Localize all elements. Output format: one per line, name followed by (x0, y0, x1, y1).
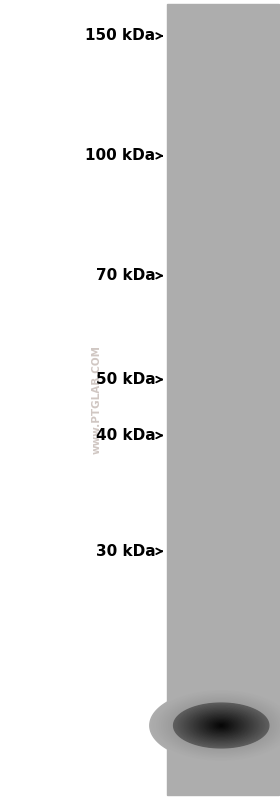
Polygon shape (207, 719, 235, 732)
Polygon shape (188, 711, 255, 740)
Polygon shape (181, 706, 262, 745)
Polygon shape (177, 705, 265, 746)
Text: 30 kDa: 30 kDa (96, 544, 155, 559)
Polygon shape (194, 713, 249, 738)
Polygon shape (190, 711, 252, 740)
Polygon shape (169, 701, 274, 750)
Polygon shape (193, 714, 250, 737)
Polygon shape (202, 717, 240, 734)
Polygon shape (187, 710, 256, 741)
Text: 150 kDa: 150 kDa (85, 29, 155, 43)
Polygon shape (152, 691, 280, 760)
Polygon shape (171, 702, 271, 749)
Polygon shape (183, 708, 259, 743)
Bar (167, 4, 279, 795)
Polygon shape (182, 707, 260, 744)
Polygon shape (176, 704, 267, 747)
Polygon shape (209, 720, 233, 731)
Polygon shape (193, 712, 250, 739)
Polygon shape (206, 718, 237, 733)
Text: 40 kDa: 40 kDa (96, 428, 155, 443)
Polygon shape (195, 714, 248, 737)
Polygon shape (189, 710, 253, 741)
Text: 100 kDa: 100 kDa (85, 149, 155, 163)
Polygon shape (181, 707, 262, 744)
Polygon shape (186, 710, 257, 741)
Polygon shape (215, 723, 227, 728)
Polygon shape (186, 709, 257, 742)
Polygon shape (208, 719, 234, 732)
Polygon shape (179, 706, 263, 745)
Polygon shape (219, 725, 223, 726)
Polygon shape (216, 723, 226, 728)
Polygon shape (218, 724, 225, 727)
Polygon shape (188, 710, 255, 741)
Polygon shape (203, 718, 239, 733)
Polygon shape (175, 704, 268, 747)
Text: 50 kDa: 50 kDa (96, 372, 155, 387)
Polygon shape (195, 715, 248, 736)
Text: 70 kDa: 70 kDa (96, 268, 155, 283)
Polygon shape (174, 703, 269, 748)
Polygon shape (220, 725, 222, 726)
Polygon shape (205, 718, 238, 733)
Polygon shape (184, 708, 258, 743)
Polygon shape (213, 721, 230, 729)
Polygon shape (157, 694, 280, 757)
Polygon shape (197, 714, 245, 737)
Polygon shape (178, 706, 264, 745)
Polygon shape (211, 721, 232, 730)
Polygon shape (178, 706, 264, 745)
Polygon shape (159, 695, 280, 756)
Polygon shape (190, 713, 252, 738)
Polygon shape (199, 715, 244, 736)
Polygon shape (162, 697, 280, 754)
Polygon shape (150, 690, 280, 761)
Polygon shape (212, 721, 231, 730)
Polygon shape (200, 715, 242, 736)
Polygon shape (201, 716, 241, 735)
Polygon shape (192, 712, 251, 739)
Polygon shape (176, 705, 267, 746)
Polygon shape (174, 703, 269, 748)
Polygon shape (164, 698, 278, 753)
Text: www.PTGLAB.COM: www.PTGLAB.COM (92, 345, 102, 454)
Polygon shape (196, 714, 246, 737)
Polygon shape (155, 693, 280, 758)
Polygon shape (214, 722, 228, 729)
Polygon shape (167, 699, 276, 752)
Polygon shape (183, 709, 259, 742)
